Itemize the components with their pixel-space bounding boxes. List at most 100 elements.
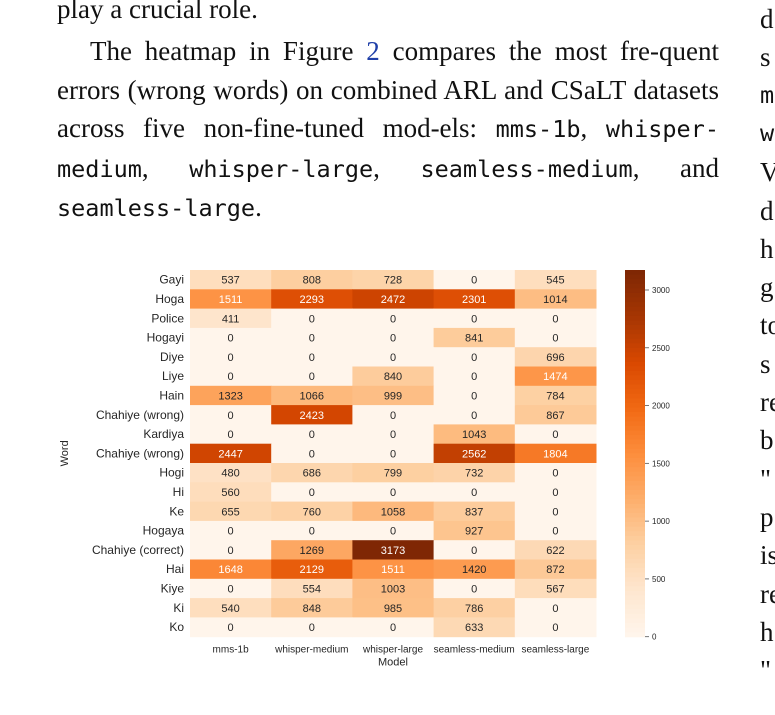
heatmap-cell	[352, 540, 435, 560]
colorbar-segment	[625, 508, 645, 514]
colorbar-segment	[625, 563, 645, 569]
y-tick-label: Chahiye (wrong)	[96, 408, 184, 422]
heatmap-cell-value: 0	[228, 333, 234, 345]
right-col-fragment: h	[760, 233, 774, 264]
colorbar-segment	[625, 283, 645, 289]
heatmap-cell	[514, 617, 597, 638]
heatmap-cell-value: 560	[221, 487, 239, 499]
heatmap-cell-value: 841	[465, 333, 483, 345]
right-col-fragment: d	[760, 4, 774, 34]
colorbar-segment	[625, 370, 645, 377]
heatmap-cell-value: 0	[471, 275, 477, 287]
colorbar-tick-label: 1000	[652, 517, 670, 526]
x-tick-label: mms-1b	[213, 645, 250, 656]
colorbar-segment	[625, 572, 645, 578]
sep-3: ,	[373, 152, 421, 183]
model-name-4: seamless-medium	[420, 154, 633, 183]
colorbar-segment	[625, 600, 645, 606]
right-col-fragment: d	[760, 195, 774, 226]
heatmap-cell	[433, 270, 516, 290]
x-tick-label: whisper-medium	[274, 645, 348, 656]
heatmap-cell-value: 2293	[300, 294, 324, 306]
colorbar-segment	[625, 549, 645, 555]
heatmap-cell	[271, 327, 353, 348]
colorbar-segment	[625, 302, 645, 308]
right-col-fragment: h	[760, 616, 774, 647]
heatmap-cell-value: 0	[309, 622, 315, 634]
heatmap-description-paragraph: The heatmap in Figure 2 compares the mos…	[57, 32, 719, 228]
colorbar-segment	[625, 535, 645, 542]
heatmap-cell	[352, 443, 435, 464]
heatmap-cell	[352, 501, 435, 522]
model-name-3: whisper-large	[189, 154, 374, 183]
heatmap-cell	[271, 347, 353, 367]
colorbar-segment	[625, 590, 645, 597]
heatmap-cell	[190, 559, 272, 580]
right-col-fragment: s	[760, 348, 771, 379]
heatmap-cell-value: 1648	[218, 564, 242, 576]
heatmap-cell-value: 0	[228, 583, 234, 595]
colorbar-tick-label: 3000	[652, 286, 670, 295]
heatmap-cell-value: 760	[303, 506, 321, 518]
colorbar-segment	[625, 444, 645, 450]
heatmap-cell-value: 1511	[219, 294, 243, 306]
right-col-fragment: V	[760, 157, 775, 188]
colorbar-segment	[625, 581, 645, 587]
y-tick-label: Kiye	[161, 581, 185, 595]
heatmap-cell-value: 0	[228, 410, 234, 422]
heatmap-cell-value: 837	[465, 506, 483, 518]
model-name-2: whisper-medium	[57, 115, 719, 183]
y-tick-label: Diye	[160, 350, 184, 364]
heatmap-cell	[514, 559, 597, 580]
error-heatmap-figure: 537 808 728 0 545 1511 2293 2472 2301 1014 411 0 0 0 0…	[60, 270, 670, 669]
heatmap-cell	[433, 327, 516, 348]
figure-reference-link[interactable]: 2	[366, 36, 380, 66]
heatmap-cell	[433, 520, 516, 541]
heatmap-cell-value: 696	[546, 352, 564, 364]
right-col-fragment: "	[760, 463, 772, 494]
colorbar-segment	[625, 389, 645, 395]
colorbar-segment	[625, 361, 645, 367]
heatmap-cell-value: 0	[228, 545, 234, 557]
heatmap-cell	[271, 366, 353, 387]
heatmap-cell-value: 1043	[462, 429, 486, 441]
y-tick-label: Ke	[169, 504, 184, 518]
heatmap-cell-value: 799	[384, 468, 402, 480]
heatmap-cell	[514, 405, 597, 425]
heatmap-cell	[514, 578, 597, 599]
colorbar-segment	[625, 357, 645, 363]
heatmap-cell	[190, 617, 272, 638]
heatmap-cell	[514, 482, 597, 503]
colorbar-segment	[625, 490, 645, 496]
colorbar-segment	[625, 375, 645, 381]
heatmap-cell	[514, 347, 597, 367]
heatmap-cell-value: 1420	[462, 564, 486, 576]
colorbar-tick-label: 1500	[652, 459, 670, 468]
colorbar-segment	[625, 288, 645, 294]
heatmap-cell	[271, 540, 353, 560]
heatmap-cell-value: 0	[390, 313, 396, 325]
colorbar-segment	[625, 540, 645, 546]
heatmap-cell	[271, 482, 353, 503]
heatmap-cell	[433, 385, 516, 406]
heatmap-cell-value: 2562	[462, 448, 486, 460]
y-tick-label: Hoga	[155, 292, 184, 306]
heatmap-cell-value: 655	[221, 506, 239, 518]
heatmap-cell-value: 480	[221, 468, 239, 480]
heatmap-cell-value: 1003	[381, 583, 405, 595]
sep-4: , and	[632, 152, 720, 183]
right-col-fragment: g	[760, 272, 774, 303]
heatmap-cell-value: 0	[390, 429, 396, 441]
heatmap-cell-value: 732	[465, 468, 483, 480]
colorbar-segment	[625, 457, 645, 464]
colorbar-segment	[625, 462, 645, 468]
heatmap-cell-value: 2472	[381, 294, 405, 306]
heatmap-cell-value: 0	[309, 487, 315, 499]
heatmap-cell	[352, 347, 435, 367]
heatmap-cell	[352, 598, 435, 618]
heatmap-cell	[514, 424, 597, 445]
heatmap-cell	[514, 520, 597, 541]
colorbar-segment	[625, 329, 645, 335]
colorbar-tick-label: 0	[652, 633, 657, 642]
right-col-fragment: is	[760, 540, 775, 571]
